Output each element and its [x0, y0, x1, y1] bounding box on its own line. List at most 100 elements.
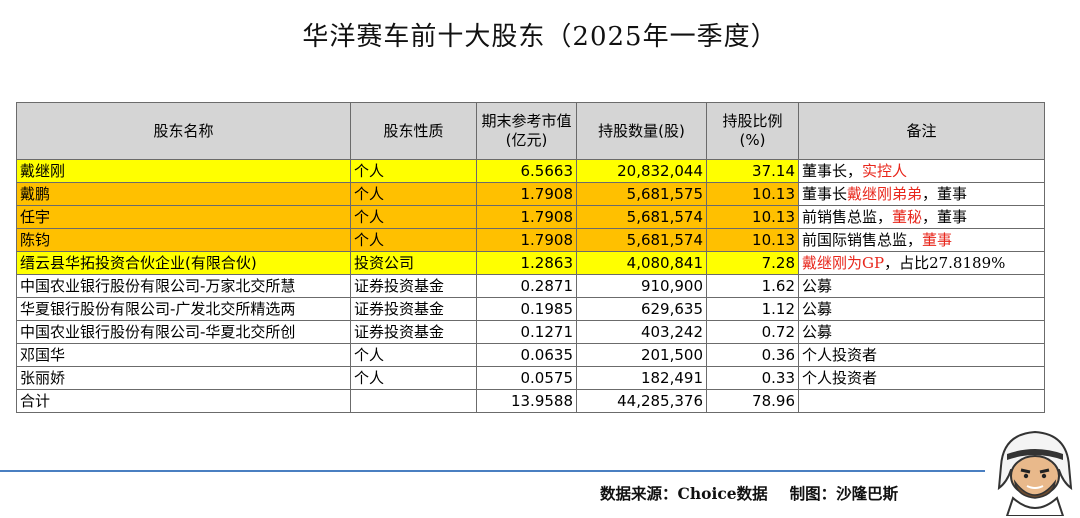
note-text-tail: ，董事: [922, 207, 968, 226]
cell-pct: 10.13: [706, 228, 799, 252]
cell-pct: 10.13: [706, 205, 799, 229]
cell-shares: 182,491: [576, 366, 707, 390]
cell-shares: 5,681,574: [576, 205, 707, 229]
table-header-row: 股东名称 股东性质 期末参考市值(亿元) 持股数量(股) 持股比例(%) 备注: [16, 102, 1045, 160]
cell-name: 戴继刚: [16, 159, 351, 183]
note-text: 前国际销售总监，: [802, 230, 923, 249]
note-highlight: 戴继刚为GP: [802, 253, 885, 272]
cell-value: 1.7908: [476, 205, 577, 229]
note-text: 董事长: [802, 184, 848, 203]
column-header-shares: 持股数量(股): [576, 102, 707, 160]
footer-credits: 数据来源：Choice数据 制图：沙隆巴斯: [600, 482, 980, 510]
cell-note: 公募: [798, 320, 1045, 344]
cell-value: 0.2871: [476, 274, 577, 298]
cell-value: 0.0635: [476, 343, 577, 367]
cell-shares: 201,500: [576, 343, 707, 367]
cell-name: 任宇: [16, 205, 351, 229]
note-highlight: 董事: [922, 230, 953, 249]
cell-note: 董事长戴继刚弟弟，董事: [798, 182, 1045, 206]
cell-shares: 403,242: [576, 320, 707, 344]
cell-value: 0.1985: [476, 297, 577, 321]
cell-shares: 20,832,044: [576, 159, 707, 183]
cell-value: 1.2863: [476, 251, 577, 275]
cell-name: 邓国华: [16, 343, 351, 367]
table-row: 缙云县华拓投资合伙企业(有限合伙) 投资公司 1.2863 4,080,841 …: [16, 251, 1045, 275]
cell-value: 1.7908: [476, 182, 577, 206]
cell-pct: 1.62: [706, 274, 799, 298]
table-row: 任宇 个人 1.7908 5,681,574 10.13 前销售总监，董秘，董事: [16, 205, 1045, 229]
cell-value: 0.1271: [476, 320, 577, 344]
total-pct: 78.96: [706, 389, 799, 413]
cell-note: 前国际销售总监，董事: [798, 228, 1045, 252]
cell-pct: 0.36: [706, 343, 799, 367]
cell-value: 1.7908: [476, 228, 577, 252]
cell-type: 证券投资基金: [350, 274, 477, 298]
cell-type: 个人: [350, 159, 477, 183]
note-text-tail: ，董事: [922, 184, 968, 203]
table-row: 中国农业银行股份有限公司-万家北交所慧 证券投资基金 0.2871 910,90…: [16, 274, 1045, 298]
cell-note: 个人投资者: [798, 343, 1045, 367]
total-note-empty: [798, 389, 1045, 413]
cell-pct: 0.33: [706, 366, 799, 390]
cell-type: 个人: [350, 343, 477, 367]
cell-shares: 5,681,575: [576, 182, 707, 206]
cell-type: 个人: [350, 366, 477, 390]
footer-divider: [0, 470, 985, 472]
page-title: 华洋赛车前十大股东（2025年一季度）: [302, 22, 778, 52]
cell-note: 个人投资者: [798, 366, 1045, 390]
column-header-type: 股东性质: [350, 102, 477, 160]
cell-name: 陈钧: [16, 228, 351, 252]
cell-value: 6.5663: [476, 159, 577, 183]
note-text: 董事长，: [802, 161, 863, 180]
cell-note: 公募: [798, 297, 1045, 321]
cell-pct: 1.12: [706, 297, 799, 321]
cell-type: 个人: [350, 205, 477, 229]
total-label: 合计: [16, 389, 351, 413]
note-text: 公募: [802, 276, 833, 295]
total-type-empty: [350, 389, 477, 413]
cell-note: 董事长，实控人: [798, 159, 1045, 183]
cell-name: 缙云县华拓投资合伙企业(有限合伙): [16, 251, 351, 275]
cell-shares: 4,080,841: [576, 251, 707, 275]
cell-type: 个人: [350, 228, 477, 252]
cell-name: 华夏银行股份有限公司-广发北交所精选两: [16, 297, 351, 321]
data-source: 数据来源：Choice数据: [600, 484, 768, 503]
cell-note: 前销售总监，董秘，董事: [798, 205, 1045, 229]
table-row: 中国农业银行股份有限公司-华夏北交所创 证券投资基金 0.1271 403,24…: [16, 320, 1045, 344]
table-row: 邓国华 个人 0.0635 201,500 0.36 个人投资者: [16, 343, 1045, 367]
cell-shares: 629,635: [576, 297, 707, 321]
cell-type: 证券投资基金: [350, 320, 477, 344]
cell-note: 戴继刚为GP，占比27.8189%: [798, 251, 1045, 275]
total-shares: 44,285,376: [576, 389, 707, 413]
table-row: 戴鹏 个人 1.7908 5,681,575 10.13 董事长戴继刚弟弟，董事: [16, 182, 1045, 206]
note-text: 个人投资者: [802, 368, 878, 387]
table-row: 戴继刚 个人 6.5663 20,832,044 37.14 董事长，实控人: [16, 159, 1045, 183]
shareholders-table: 股东名称 股东性质 期末参考市值(亿元) 持股数量(股) 持股比例(%) 备注 …: [16, 102, 1045, 413]
cell-name: 中国农业银行股份有限公司-万家北交所慧: [16, 274, 351, 298]
cell-type: 投资公司: [350, 251, 477, 275]
total-row: 合计 13.9588 44,285,376 78.96: [16, 389, 1045, 413]
column-header-note: 备注: [798, 102, 1045, 160]
table-row: 陈钧 个人 1.7908 5,681,574 10.13 前国际销售总监，董事: [16, 228, 1045, 252]
cell-pct: 37.14: [706, 159, 799, 183]
note-highlight: 实控人: [862, 161, 908, 180]
cell-type: 个人: [350, 182, 477, 206]
table-row: 张丽娇 个人 0.0575 182,491 0.33 个人投资者: [16, 366, 1045, 390]
total-value: 13.9588: [476, 389, 577, 413]
note-text: 个人投资者: [802, 345, 878, 364]
note-highlight: 董秘: [892, 207, 923, 226]
table-row: 华夏银行股份有限公司-广发北交所精选两 证券投资基金 0.1985 629,63…: [16, 297, 1045, 321]
cell-pct: 7.28: [706, 251, 799, 275]
cell-name: 张丽娇: [16, 366, 351, 390]
cartoon-man-with-headscarf-icon: [997, 430, 1073, 516]
note-text-tail: ，占比27.8189%: [884, 253, 1006, 272]
column-header-name: 股东名称: [16, 102, 351, 160]
note-highlight: 戴继刚弟弟: [847, 184, 923, 203]
chart-maker: 制图：沙隆巴斯: [789, 484, 899, 503]
cell-name: 中国农业银行股份有限公司-华夏北交所创: [16, 320, 351, 344]
note-text: 公募: [802, 299, 833, 318]
cell-shares: 910,900: [576, 274, 707, 298]
cell-pct: 0.72: [706, 320, 799, 344]
column-header-pct: 持股比例(%): [706, 102, 799, 160]
cell-type: 证券投资基金: [350, 297, 477, 321]
